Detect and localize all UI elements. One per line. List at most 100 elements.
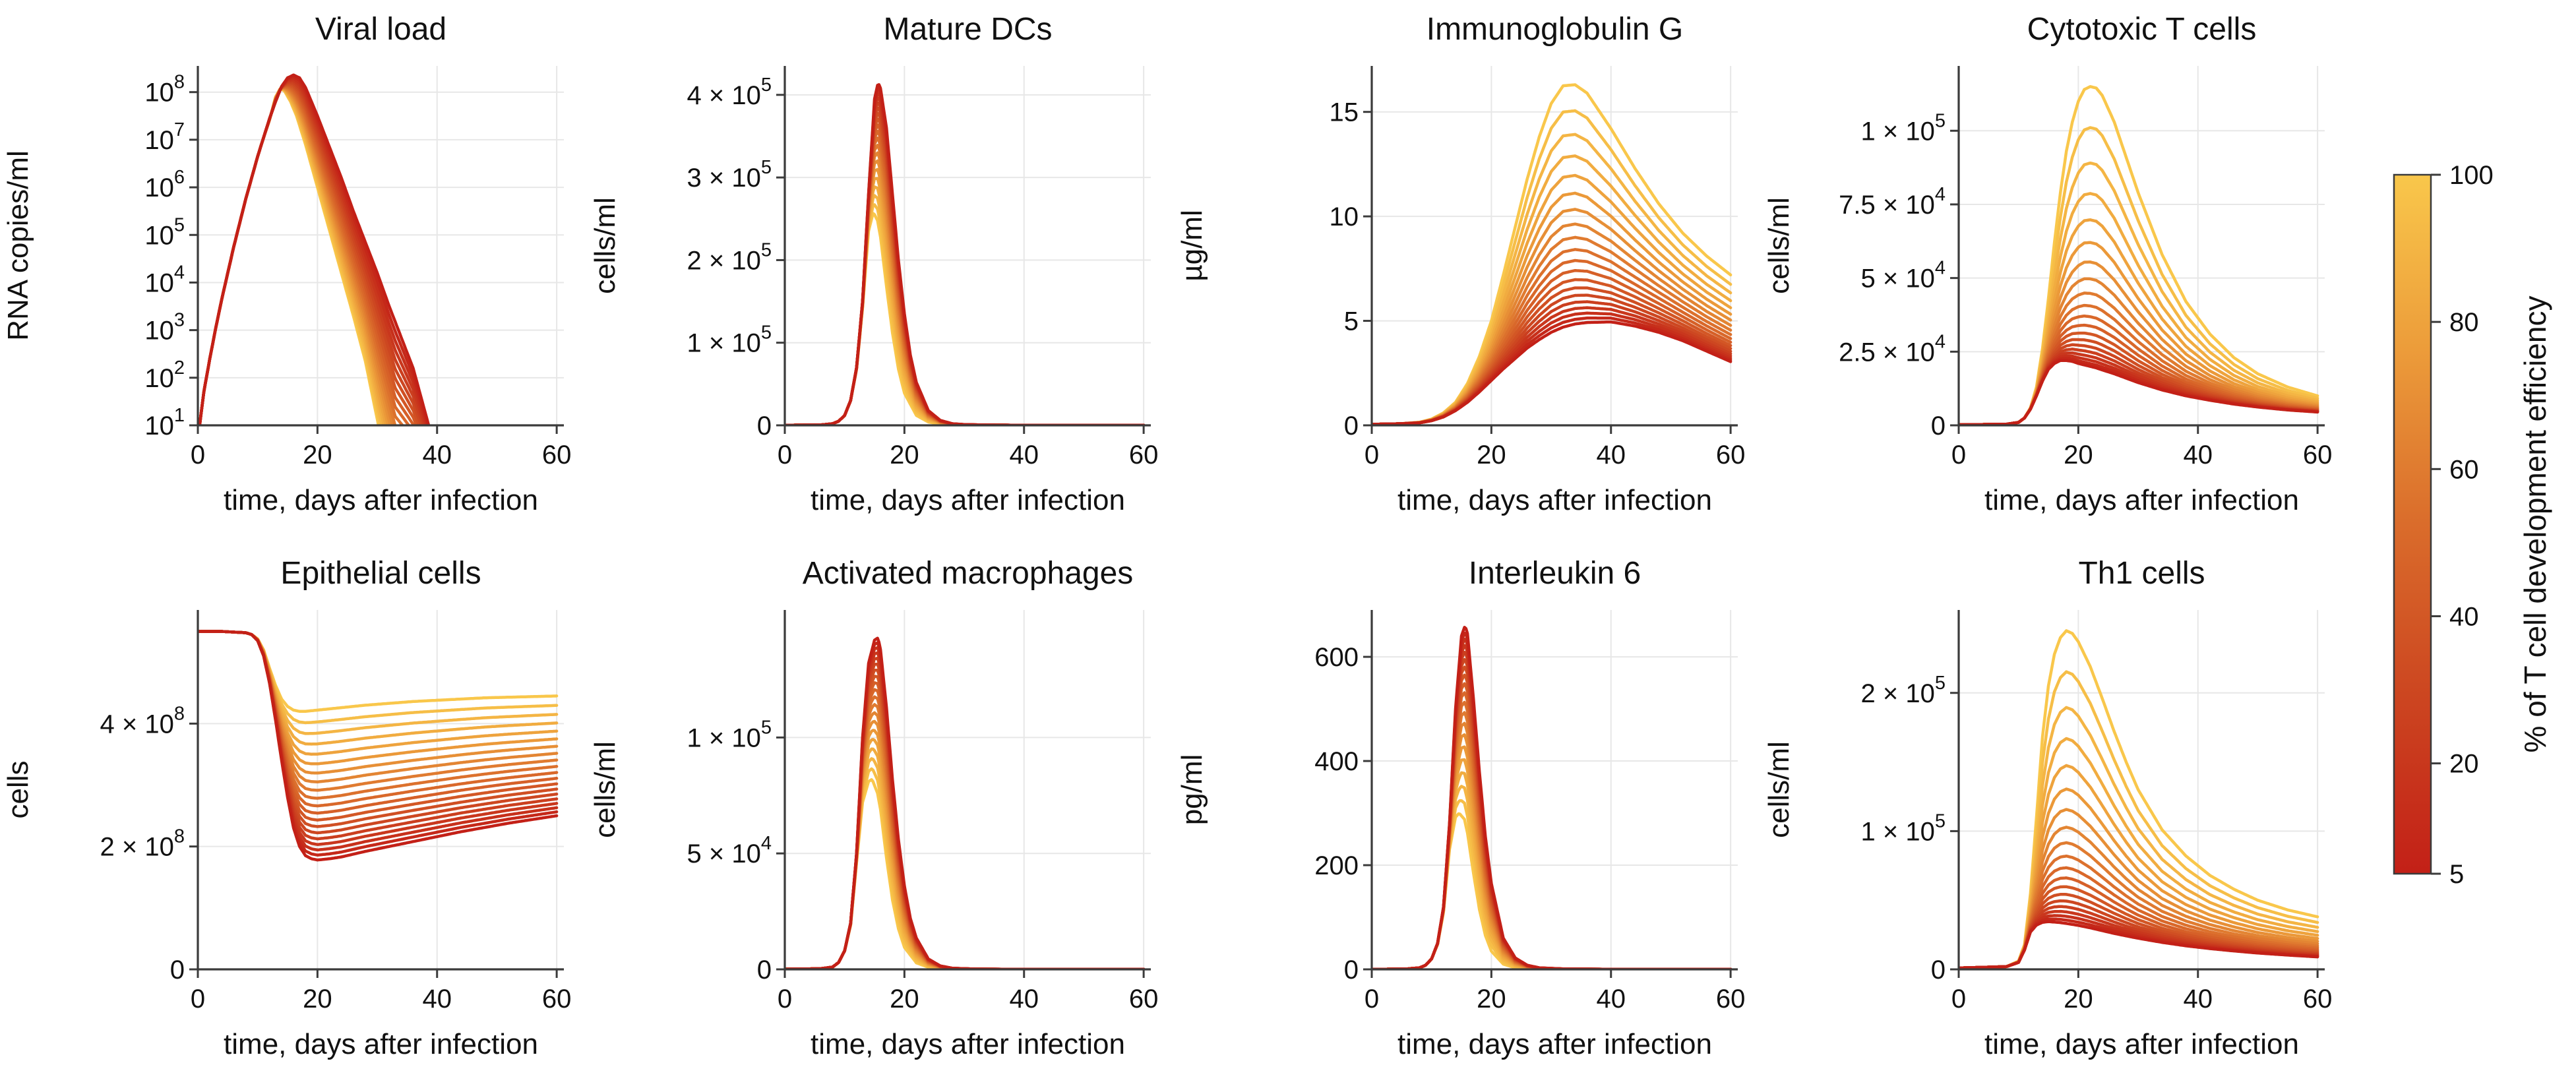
chart-epithelial-cells: 0 20 40 60 0 2 × 108 4 × 108 Epithelial cells ti… <box>2 556 572 1060</box>
colorbar-tick-label: 100 <box>2449 161 2494 190</box>
x-axis-label: time, days after infection <box>1984 484 2299 516</box>
colorbar-tick-label: 5 <box>2449 860 2464 889</box>
series-line-eff-100 <box>785 778 1146 971</box>
y-tick-label: 106 <box>144 167 185 202</box>
axes <box>1950 610 2325 978</box>
y-tick-label: 1 × 105 <box>687 717 772 752</box>
series-line-eff-10 <box>1372 631 1733 971</box>
colorbar-area: 100 80 60 40 20 5 % of T cell development effi… <box>2348 0 2576 1089</box>
y-tick-label: 103 <box>144 310 185 346</box>
panel-title: Mature DCs <box>883 12 1052 47</box>
series-line-eff-5 <box>1372 626 1733 971</box>
x-axis-label: time, days after infection <box>1984 1028 2299 1060</box>
chart-viral-load: 0 20 40 60 101 102 103 104 105 106 107 108 Viral loa… <box>2 12 571 516</box>
y-tick-label: 102 <box>144 357 185 393</box>
series-line-eff-100 <box>785 212 1146 427</box>
x-tick-label: 40 <box>422 985 452 1014</box>
series-line-eff-10 <box>785 641 1146 971</box>
series-line-eff-5 <box>198 73 431 427</box>
y-tick-label: 0 <box>170 956 185 985</box>
y-tick-label: 0 <box>1931 411 1946 440</box>
x-tick-label: 40 <box>1009 440 1039 470</box>
x-tick-label: 60 <box>542 985 572 1014</box>
x-axis-label: time, days after infection <box>811 1028 1125 1060</box>
axes <box>776 610 1151 978</box>
series-line-eff-30 <box>1372 657 1733 971</box>
x-tick-label: 0 <box>778 440 792 470</box>
series-line-eff-70 <box>198 630 559 775</box>
series-line-eff-70 <box>1372 733 1733 971</box>
series-line-eff-15 <box>785 92 1146 427</box>
series-line-eff-75 <box>785 729 1146 971</box>
series-line-eff-5 <box>785 83 1146 427</box>
panels-grid: 0 20 40 60 101 102 103 104 105 106 107 108 Viral loa… <box>0 0 2332 1060</box>
panel-viral-load: 0 20 40 60 101 102 103 104 105 106 107 108 Viral loa… <box>0 0 587 544</box>
axes <box>189 610 564 978</box>
series-line-eff-40 <box>1372 673 1733 971</box>
x-tick-label: 0 <box>1365 440 1379 470</box>
y-tick-label: 104 <box>144 262 185 297</box>
series-line-eff-85 <box>785 185 1146 427</box>
series-line-eff-30 <box>785 662 1146 971</box>
y-tick-label: 0 <box>757 411 772 440</box>
series-line-eff-60 <box>1372 711 1733 971</box>
x-axis-label: time, days after infection <box>1397 1028 1712 1060</box>
series-line-eff-5 <box>785 636 1146 971</box>
series-line-eff-60 <box>785 143 1146 427</box>
axes <box>1363 66 1738 434</box>
y-tick-label: 5 × 104 <box>1861 258 1946 293</box>
series-line-eff-15 <box>785 646 1146 971</box>
y-axis-label: cells/ml <box>589 197 621 294</box>
series-line-eff-25 <box>785 656 1146 971</box>
x-tick-label: 20 <box>890 985 919 1014</box>
y-tick-label: 10 <box>1330 202 1359 231</box>
colorbar-tick-label: 80 <box>2449 308 2479 337</box>
series-line-eff-40 <box>785 675 1146 971</box>
series-line-eff-40 <box>1372 278 1733 426</box>
axes <box>189 66 564 434</box>
series-line-eff-100 <box>1372 812 1733 971</box>
axes <box>1363 610 1738 978</box>
series-line-eff-90 <box>1959 161 2319 427</box>
series-line-eff-40 <box>785 117 1146 427</box>
x-tick-label: 60 <box>1129 985 1159 1014</box>
panel-title: Activated macrophages <box>803 556 1134 591</box>
series-group <box>1959 629 2319 970</box>
y-axis-label: cells <box>2 760 34 818</box>
panel-immunoglobulin-g: 0 20 40 60 0 5 10 15 Immunoglobulin G time, days … <box>1174 0 1761 544</box>
series-group <box>198 73 431 427</box>
y-tick-label: 2 × 108 <box>100 826 185 862</box>
series-line-eff-5 <box>1959 359 2319 427</box>
y-tick-label: 1 × 105 <box>1861 110 1946 146</box>
series-line-eff-50 <box>785 129 1146 427</box>
x-axis-label: time, days after infection <box>811 484 1125 516</box>
series-line-eff-95 <box>785 767 1146 971</box>
y-tick-label: 101 <box>144 405 185 440</box>
y-axis-label: RNA copies/ml <box>2 150 34 341</box>
x-tick-label: 40 <box>2183 440 2213 470</box>
x-tick-label: 0 <box>191 985 205 1014</box>
x-tick-label: 0 <box>1951 440 1966 470</box>
x-tick-label: 0 <box>191 440 205 470</box>
series-group <box>1372 626 1733 971</box>
colorbar-label: % of T cell development efficiency <box>2518 296 2552 753</box>
series-line-eff-20 <box>785 96 1146 427</box>
chart-immunoglobulin-g: 0 20 40 60 0 5 10 15 Immunoglobulin G time, days … <box>1176 12 1745 516</box>
chart-th1-cells: 0 20 40 60 0 1 × 105 2 × 105 Th1 cells time, day… <box>1763 556 2332 1060</box>
y-tick-label: 600 <box>1314 643 1359 672</box>
x-tick-label: 40 <box>1596 985 1626 1014</box>
x-axis-label: time, days after infection <box>224 1028 538 1060</box>
series-line-eff-95 <box>1372 799 1733 971</box>
series-line-eff-50 <box>1372 691 1733 971</box>
x-tick-label: 20 <box>1477 985 1506 1014</box>
gridlines <box>785 66 1151 425</box>
series-line-eff-15 <box>1372 637 1733 971</box>
y-tick-label: 1 × 105 <box>1861 810 1946 846</box>
y-tick-label: 0 <box>1931 956 1946 985</box>
series-line-eff-15 <box>198 76 429 427</box>
y-axis-label: pg/ml <box>1176 754 1208 826</box>
gridlines <box>198 66 564 425</box>
series-line-eff-55 <box>1372 700 1733 971</box>
